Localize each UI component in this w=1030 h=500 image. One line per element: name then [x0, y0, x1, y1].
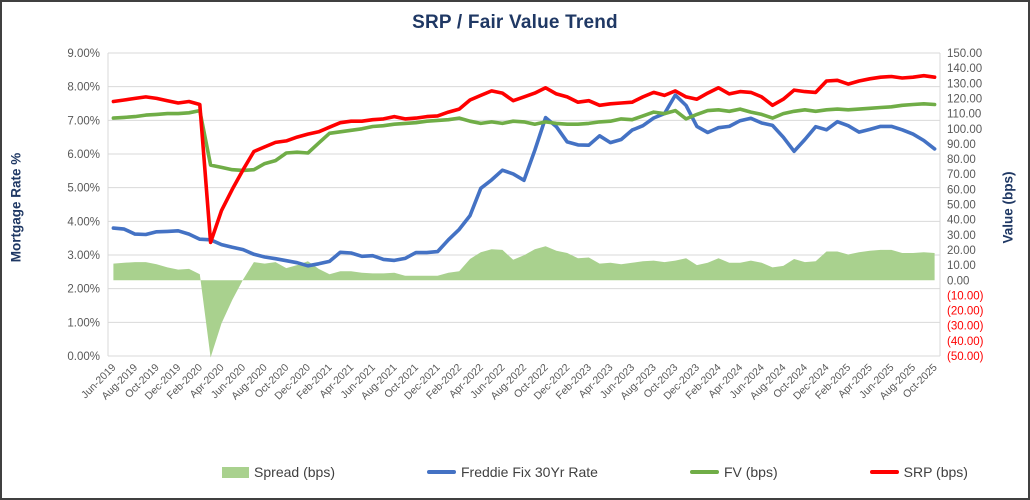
right-axis-tick: 10.00	[947, 260, 976, 272]
legend-item-fv[interactable]: FV (bps)	[689, 464, 778, 480]
right-axis-tick: (30.00)	[947, 321, 984, 333]
srp-line-series	[111, 73, 937, 245]
left-axis-tick: 6.00%	[67, 149, 100, 161]
left-axis-tick: 4.00%	[67, 216, 100, 228]
right-axis-tick: 20.00	[947, 245, 976, 257]
left-axis-tick: 1.00%	[67, 317, 100, 329]
right-axis-tick: 150.00	[947, 48, 982, 60]
right-axis-tick: (20.00)	[947, 306, 984, 318]
left-axis-tick: 5.00%	[67, 183, 100, 195]
spread-area-swatch	[222, 466, 250, 478]
left-axis-tick: 3.00%	[67, 250, 100, 262]
right-axis-tick: 60.00	[947, 184, 976, 196]
legend-item-freddie[interactable]: Freddie Fix 30Yr Rate	[426, 464, 598, 480]
legend-item-spread[interactable]: Spread (bps)	[222, 464, 335, 480]
right-axis-tick: (10.00)	[947, 290, 984, 302]
fv-line-series	[111, 102, 937, 173]
legend-label-spread: Spread (bps)	[254, 464, 335, 480]
right-axis-tick: 0.00	[947, 275, 969, 287]
right-axis-tick: 110.00	[947, 109, 981, 121]
spread-area-series	[113, 246, 935, 358]
right-axis-tick: (50.00)	[947, 351, 984, 363]
right-axis-tick: 100.00	[947, 124, 982, 136]
left-axis-tick: 2.00%	[67, 284, 100, 296]
right-axis-tick: 50.00	[947, 200, 976, 212]
legend-label-freddie: Freddie Fix 30Yr Rate	[460, 464, 598, 480]
right-axis-tick: 30.00	[947, 230, 976, 242]
right-axis-tick: 80.00	[947, 154, 976, 166]
right-axis-tick: 40.00	[947, 215, 976, 227]
freddie-line-series	[111, 93, 937, 268]
legend: Spread (bps) Freddie Fix 30Yr Rate FV (b…	[82, 464, 1028, 480]
srp-line-swatch	[869, 470, 899, 474]
right-axis-tick: 120.00	[947, 93, 982, 105]
fv-line-swatch	[689, 470, 719, 474]
left-axis-tick: 0.00%	[67, 351, 100, 363]
left-axis-tick: 7.00%	[67, 115, 100, 127]
right-axis-tick: 130.00	[947, 78, 982, 90]
right-axis-tick: 140.00	[947, 63, 982, 75]
chart-title: SRP / Fair Value Trend	[412, 12, 618, 33]
right-axis-tick: 90.00	[947, 139, 976, 151]
legend-label-fv: FV (bps)	[723, 464, 778, 480]
left-axis-tick: 9.00%	[67, 48, 100, 60]
left-axis-tick: 8.00%	[67, 82, 100, 94]
freddie-line-swatch	[426, 470, 456, 474]
right-axis-tick: (40.00)	[947, 336, 984, 348]
right-axis-tick: 70.00	[947, 169, 976, 181]
legend-label-srp: SRP (bps)	[903, 464, 968, 480]
legend-item-srp[interactable]: SRP (bps)	[869, 464, 968, 480]
